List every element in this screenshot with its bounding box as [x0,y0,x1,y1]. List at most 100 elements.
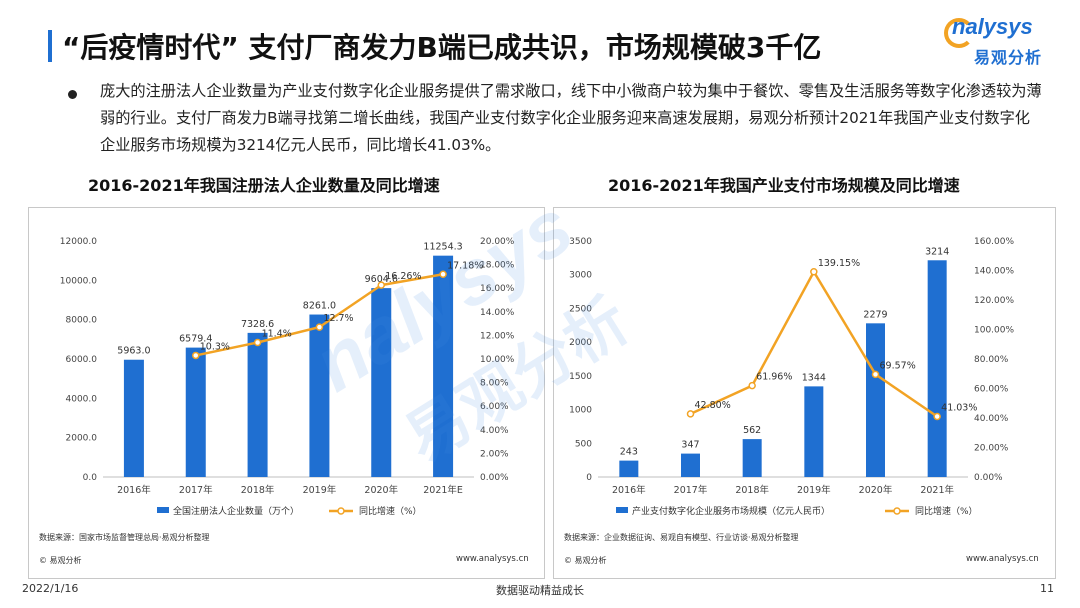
y-right-tick-label: 80.00% [974,355,1009,365]
y-left-tick-label: 0 [586,473,592,483]
y-left-tick-label: 0.0 [83,473,98,483]
bar-value-label: 6579.4 [179,334,212,345]
growth-value-label: 42.80% [695,400,731,411]
y-right-tick-label: 2.00% [480,449,509,459]
x-tick-label: 2021年E [423,484,463,496]
bar [185,347,206,477]
logo-text-en: nalysys [952,14,1033,39]
growth-point [377,281,385,289]
right-chart: 0 500 1000 1500 2000 2500 3000 3500 0.00% 20.00% 4… [569,237,1014,517]
growth-value-label: 41.03% [941,402,977,413]
growth-value-label: 10.3% [200,341,230,352]
left-data-source: 数据来源：国家市场监督管理总局·易观分析整理 [39,533,210,542]
y-left-tick-label: 3500 [569,237,592,247]
y-right-tick-label: 4.00% [480,426,509,436]
left-copyright: © 易观分析 [39,556,82,565]
bar [123,359,144,477]
bar [742,439,762,477]
y-right-tick-label: 14.00% [480,308,515,318]
x-tick-label: 2016年 [117,484,151,496]
y-right-tick-label: 0.00% [974,473,1003,483]
bar [927,260,947,477]
bar [619,460,639,477]
y-left-tick-label: 2500 [569,304,592,314]
legend-line-label: 同比增速（%） [359,505,422,517]
growth-value-label: 69.57% [880,360,916,371]
y-left-tick-label: 3000 [569,271,592,281]
logo-text-cn: 易观分析 [974,48,1043,67]
y-left-tick-label: 2000 [569,338,592,348]
growth-point [871,370,880,379]
growth-point [253,338,262,347]
y-left-tick-label: 10000.0 [60,276,97,286]
y-left-tick-label: 4000.0 [66,394,98,404]
y-right-tick-label: 60.00% [974,385,1009,395]
y-left-tick-label: 12000.0 [60,237,97,247]
growth-value-label: 139.15% [818,258,860,269]
growth-value-label: 61.96% [756,372,792,383]
bar-value-label: 11254.3 [423,242,462,253]
x-tick-label: 2020年 [859,484,893,496]
y-left-tick-label: 1000 [569,406,592,416]
right-copyright: © 易观分析 [564,556,607,565]
bar [247,332,268,477]
bar [681,453,700,477]
x-tick-label: 2020年 [364,484,398,496]
x-tick-label: 2021年 [920,484,954,496]
legend-bar-swatch [157,507,169,513]
y-right-tick-label: 120.00% [974,296,1014,306]
x-tick-label: 2019年 [303,484,337,496]
left-chart-panel: 0.0 2000.0 4000.0 6000.0 8000.0 10000.0 12000.… [28,207,545,579]
bar-value-label: 5963.0 [117,346,150,357]
legend-bar-label: 产业支付数字化企业服务市场规模（亿元人民币） [632,505,830,517]
brand-logo: nalysys 易观分析 [938,10,1058,70]
bar-value-label: 2279 [863,309,887,320]
page-title: “后疫情时代” 支付厂商发力B端已成共识，市场规模破3千亿 [62,31,822,64]
x-tick-label: 2017年 [674,484,708,496]
bar [433,255,454,477]
growth-value-label: 17.18% [447,260,483,271]
y-right-tick-label: 6.00% [480,402,509,412]
bar-value-label: 1344 [802,372,826,383]
y-left-tick-label: 8000.0 [66,316,98,326]
y-right-tick-label: 20.00% [480,237,515,247]
y-left-tick-label: 500 [575,439,592,449]
logo-arc-icon [944,18,974,48]
legend-line-label: 同比增速（%） [915,505,978,517]
right-chart-panel: 0 500 1000 1500 2000 2500 3000 3500 0.00% 20.00% 4… [553,207,1056,579]
growth-value-label: 11.4% [262,328,292,339]
y-left-tick-label: 2000.0 [66,434,98,444]
summary-text: 庞大的注册法人企业数量为产业支付数字化企业服务提供了需求敞口，线下中小微商户较为… [100,82,1042,154]
legend-bar-label: 全国注册法人企业数量（万个） [173,505,299,517]
growth-point [439,270,447,279]
y-left-tick-label: 1500 [569,372,592,382]
bar-value-label: 347 [681,440,699,451]
y-right-tick-label: 40.00% [974,414,1009,424]
y-right-tick-label: 8.00% [480,379,509,389]
y-right-tick-label: 20.00% [974,444,1009,454]
y-right-tick-label: 140.00% [974,267,1014,277]
y-right-tick-label: 16.00% [480,284,515,294]
growth-point [315,323,324,331]
y-right-tick-label: 160.00% [974,237,1014,247]
y-right-tick-label: 10.00% [480,355,515,365]
growth-point [810,268,818,276]
bar-value-label: 562 [743,425,761,436]
growth-point [748,381,756,390]
footer-slogan: 数据驱动精益成长 [496,584,584,597]
y-left-tick-label: 6000.0 [66,355,98,365]
y-right-tick-label: 12.00% [480,331,515,341]
right-website: www.analysys.cn [966,554,1039,564]
x-tick-label: 2019年 [797,484,831,496]
footer-date: 2022/1/16 [22,582,79,595]
right-data-source: 数据来源：企业数据征询、易观自有模型、行业访谈·易观分析整理 [564,533,799,542]
bar-value-label: 243 [620,447,638,458]
left-chart: 0.0 2000.0 4000.0 6000.0 8000.0 10000.0 12000.… [60,237,515,517]
bar-value-label: 8261.0 [303,301,336,312]
y-right-tick-label: 100.00% [974,326,1014,336]
growth-point [933,412,941,421]
right-chart-title: 2016-2021年我国产业支付市场规模及同比增速 [608,176,960,195]
page-number: 11 [1040,582,1054,595]
bar [309,314,330,477]
bar [804,386,824,477]
